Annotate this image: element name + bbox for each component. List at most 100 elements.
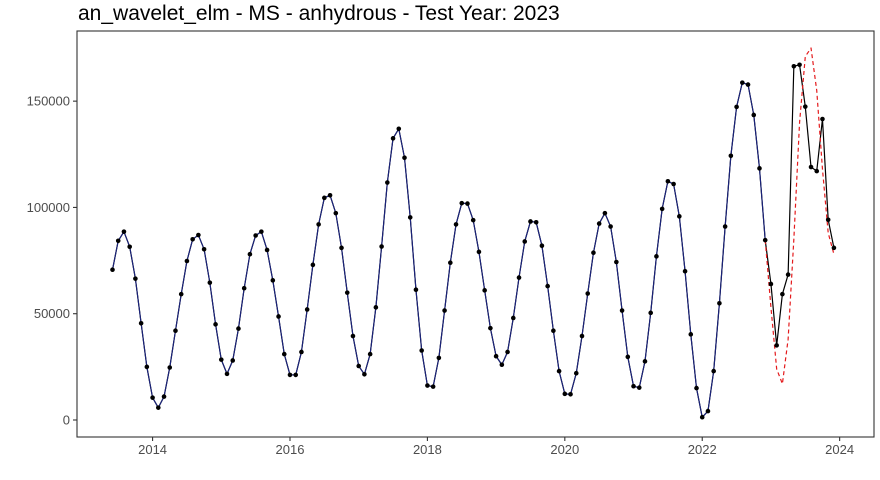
actual-data-point [711, 368, 716, 374]
y-tick-label: 150000 [27, 94, 70, 109]
actual-data-point [591, 250, 596, 256]
actual-data-point [127, 244, 132, 250]
actual-data-point [121, 229, 127, 234]
actual-data-point [133, 276, 138, 281]
actual-data-point [167, 365, 173, 370]
actual-data-point [671, 181, 676, 187]
actual-data-point [608, 224, 613, 229]
actual-data-point [694, 385, 699, 391]
actual-data-point [236, 326, 241, 331]
actual-data-point [407, 215, 413, 220]
actual-data-point [820, 116, 825, 122]
actual-data-point [728, 153, 734, 159]
actual-data-point [734, 104, 739, 110]
actual-data-point [699, 414, 705, 420]
actual-data-point [293, 372, 299, 378]
actual-data-point [196, 232, 201, 238]
actual-data-point [436, 355, 442, 361]
x-tick-label: 2024 [825, 442, 854, 457]
actual-data-point [825, 217, 831, 223]
actual-data-point [568, 391, 573, 397]
actual-data-point [190, 237, 195, 242]
actual-data-point [745, 82, 751, 87]
actual-data-point [396, 126, 402, 132]
actual-data-point [259, 229, 264, 234]
actual-data-point [740, 80, 745, 85]
actual-data-point [425, 383, 430, 388]
actual-data-point [677, 214, 682, 219]
actual-data-point [218, 357, 224, 362]
actual-data-point [316, 222, 321, 227]
actual-data-point [614, 259, 619, 265]
x-tick-label: 2018 [413, 442, 442, 457]
actual-data-point [138, 320, 144, 326]
actual-data-point [785, 272, 791, 277]
actual-data-point [207, 280, 213, 285]
actual-data-point [270, 278, 276, 283]
actual-data-point [705, 408, 711, 414]
actual-data-point [493, 353, 499, 359]
actual-data-point [413, 287, 419, 292]
actual-data-point [539, 243, 545, 248]
actual-data-point [110, 267, 115, 273]
actual-data-point [419, 348, 424, 353]
actual-data-point [510, 315, 516, 321]
actual-data-point [596, 221, 602, 226]
actual-data-point [385, 180, 390, 185]
actual-data-point [150, 395, 155, 400]
actual-data-point [161, 394, 167, 399]
actual-data-point [287, 372, 293, 378]
actual-data-point [144, 364, 150, 370]
actual-data-point [619, 308, 625, 313]
actual-data-point [299, 349, 304, 355]
actual-data-point [774, 343, 779, 348]
actual-data-point [682, 268, 688, 274]
actual-data-point [430, 384, 436, 389]
actual-data-point [333, 210, 339, 216]
x-tick-label: 2014 [138, 442, 167, 457]
actual-data-point [178, 291, 184, 297]
actual-data-point [241, 285, 247, 291]
x-tick-label: 2022 [688, 442, 717, 457]
actual-data-point [356, 363, 362, 369]
actual-data-point [373, 305, 379, 310]
actual-data-point [224, 371, 230, 377]
actual-data-point [402, 155, 407, 160]
actual-data-point [654, 254, 659, 259]
axes: 2014 2016 2018 2020 2022 2024 0 50000 100000 1500… [27, 94, 854, 457]
actual-data-point [780, 291, 785, 297]
actual-data-point [625, 354, 631, 360]
actual-data-point [636, 385, 642, 390]
actual-data-point [115, 238, 121, 244]
actual-data-point [453, 222, 459, 227]
actual-data-point [551, 328, 556, 334]
actual-data-point [156, 405, 161, 410]
actual-data-point [757, 166, 762, 171]
actual-data-point [465, 201, 470, 206]
actual-data-point [648, 310, 653, 316]
actual-data-point [367, 351, 373, 357]
actual-data-point [808, 164, 814, 170]
actual-data-point [499, 362, 505, 368]
actual-data-point [253, 233, 258, 238]
actual-data-point [184, 258, 190, 264]
actual-data-point [344, 290, 350, 295]
actual-data-point [573, 370, 579, 376]
actual-data-point [631, 383, 636, 389]
actual-data-point [442, 308, 447, 313]
actual-data-point [201, 247, 207, 252]
y-tick-label: 100000 [27, 200, 70, 215]
actual-data-point [476, 249, 482, 255]
actual-data-point [327, 193, 333, 198]
actual-data-point [831, 245, 837, 251]
actual-data-point [505, 349, 510, 355]
y-tick-label: 0 [63, 412, 70, 427]
actual-data-point [642, 359, 648, 364]
actual-data-point [362, 371, 367, 377]
actual-data-point [448, 260, 453, 266]
actual-data-point [688, 332, 694, 337]
actual-data-point [585, 291, 591, 296]
actual-data-point [814, 168, 820, 174]
actual-data-point [459, 200, 465, 206]
actual-data-point [470, 217, 476, 223]
